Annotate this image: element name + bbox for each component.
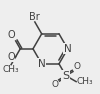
Text: O: O xyxy=(8,52,15,62)
Text: O: O xyxy=(8,30,15,41)
Text: N: N xyxy=(64,44,72,54)
Text: Br: Br xyxy=(30,11,40,22)
Text: O: O xyxy=(51,80,58,89)
Text: S: S xyxy=(62,71,69,81)
Text: N: N xyxy=(38,59,46,69)
Text: CH₃: CH₃ xyxy=(3,65,19,74)
Text: O: O xyxy=(73,62,80,71)
Text: CH₃: CH₃ xyxy=(77,77,93,86)
